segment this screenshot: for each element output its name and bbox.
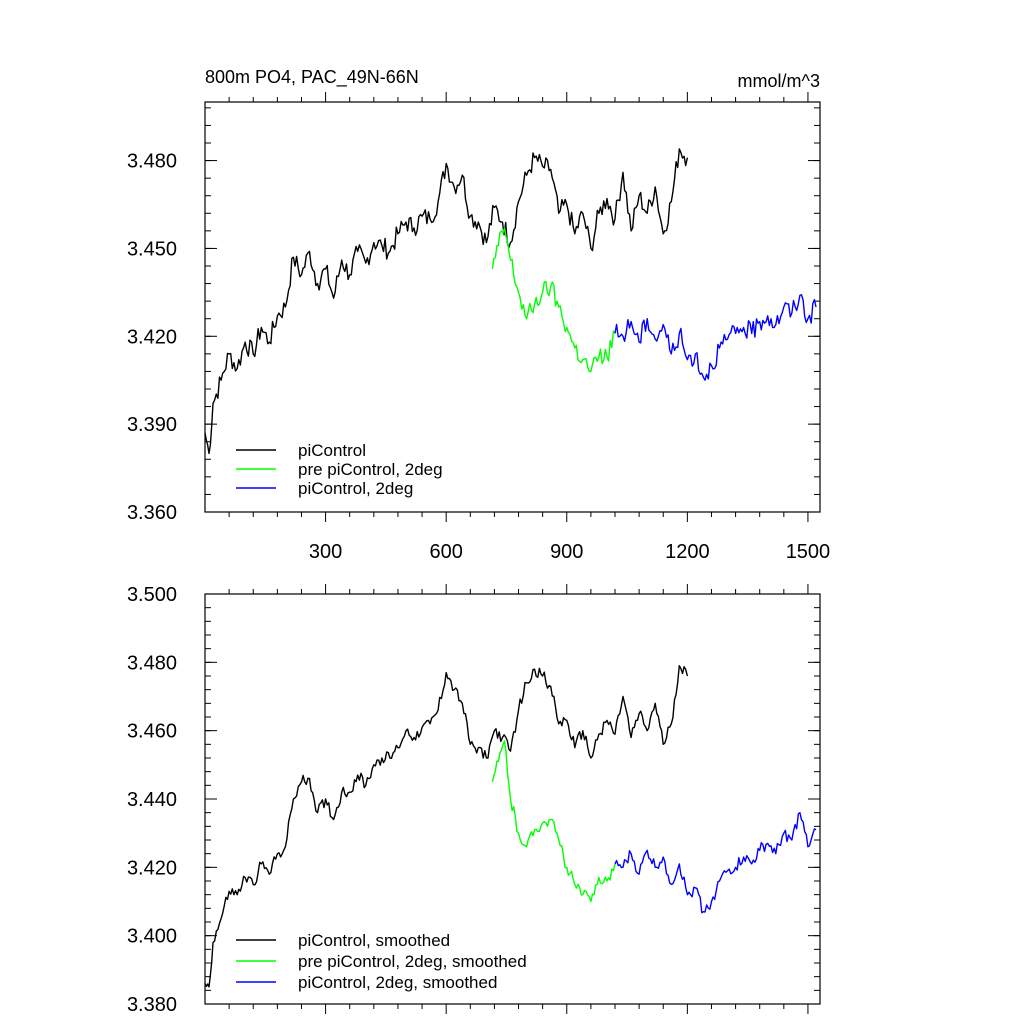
x-tick-label: 1200	[665, 541, 710, 563]
y-tick-label: 3.360	[127, 502, 177, 524]
x-tick-label: 1500	[786, 541, 831, 563]
legend-label: piControl, smoothed	[298, 931, 450, 950]
y-tick-label: 3.380	[127, 994, 177, 1016]
top-panel: 800m PO4, PAC_49N-66N mmol/m^3 300 600 900…	[127, 67, 830, 563]
legend-label: piControl, 2deg, smoothed	[298, 973, 497, 992]
series-line-picontrol-smoothed	[204, 665, 689, 988]
y-tick-label: 3.480	[127, 652, 177, 674]
y-tick-label: 3.480	[127, 151, 177, 173]
x-tick-label: 600	[429, 541, 462, 563]
x-tick-label: 300	[309, 541, 342, 563]
series-line-pre-picontrol-2deg-smoothed	[491, 740, 616, 903]
top-axis-ticks: 300 600 900 1200 1500 3.360 3.390 3.420 3.450 3.4…	[127, 92, 830, 563]
series-line-picontrol-2deg	[614, 294, 817, 381]
legend-label: piControl, 2deg	[298, 479, 413, 498]
y-tick-label: 3.420	[127, 326, 177, 348]
bottom-legend: piControl, smoothed pre piControl, 2deg, …	[236, 931, 527, 992]
bottom-series-group	[204, 665, 817, 988]
bottom-panel: 3.380 3.400 3.420 3.440 3.460 3.480 3.500 piCo…	[127, 584, 821, 1016]
y-tick-label: 3.500	[127, 584, 177, 606]
x-tick-label: 900	[550, 541, 583, 563]
bottom-axis-ticks: 3.380 3.400 3.420 3.440 3.460 3.480 3.500	[127, 584, 820, 1016]
top-plot-frame	[204, 101, 821, 513]
series-line-picontrol	[204, 148, 689, 455]
legend-label: piControl	[298, 441, 366, 460]
series-line-pre-picontrol-2deg	[491, 227, 616, 373]
y-tick-label: 3.400	[127, 926, 177, 948]
y-tick-label: 3.460	[127, 721, 177, 743]
legend-label: pre piControl, 2deg, smoothed	[298, 952, 527, 971]
y-tick-label: 3.440	[127, 789, 177, 811]
top-series-group	[204, 148, 817, 455]
units-label: mmol/m^3	[738, 71, 820, 91]
y-tick-label: 3.450	[127, 238, 177, 260]
chart-title: 800m PO4, PAC_49N-66N	[205, 67, 419, 88]
series-line-picontrol-2deg-smoothed	[614, 812, 817, 914]
y-tick-label: 3.390	[127, 414, 177, 436]
y-tick-label: 3.420	[127, 857, 177, 879]
legend-label: pre piControl, 2deg	[298, 460, 443, 479]
